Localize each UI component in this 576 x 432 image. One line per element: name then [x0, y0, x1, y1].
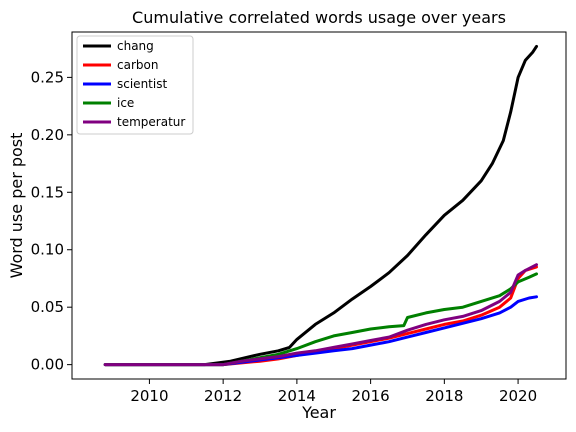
y-tick-label: 0.10 — [31, 241, 64, 259]
legend: chang carbon scientist ice temperatur — [76, 35, 194, 135]
x-axis-label: Year — [301, 403, 336, 422]
y-tick-label: 0.00 — [31, 356, 64, 374]
legend-label-carbon: carbon — [117, 58, 158, 72]
x-tick-label: 2016 — [352, 387, 390, 405]
y-tick-label: 0.15 — [31, 183, 64, 201]
legend-box — [76, 35, 194, 135]
legend-label-chang: chang — [117, 39, 154, 53]
x-axis-ticks: 2010 2012 2014 2016 2018 2020 — [130, 379, 537, 405]
y-tick-label: 0.05 — [31, 298, 64, 316]
chart-title: Cumulative correlated words usage over y… — [132, 8, 506, 27]
series-line-temperatur — [103, 263, 538, 367]
legend-label-temperatur: temperatur — [117, 115, 185, 129]
x-tick-label: 2012 — [204, 387, 242, 405]
legend-label-ice: ice — [117, 96, 134, 110]
y-tick-label: 0.25 — [31, 68, 64, 86]
plot-frame — [71, 31, 567, 380]
plot-lines — [103, 44, 538, 367]
x-tick-label: 2018 — [425, 387, 463, 405]
series-line-chang — [103, 44, 538, 367]
x-tick-label: 2020 — [499, 387, 537, 405]
x-tick-label: 2010 — [130, 387, 168, 405]
y-tick-label: 0.20 — [31, 126, 64, 144]
series-line-ice — [103, 272, 538, 367]
legend-label-scientist: scientist — [117, 77, 167, 91]
y-axis-ticks: 0.00 0.05 0.10 0.15 0.20 0.25 — [31, 68, 72, 374]
x-tick-label: 2014 — [278, 387, 316, 405]
y-axis-label: Word use per post — [7, 133, 26, 279]
